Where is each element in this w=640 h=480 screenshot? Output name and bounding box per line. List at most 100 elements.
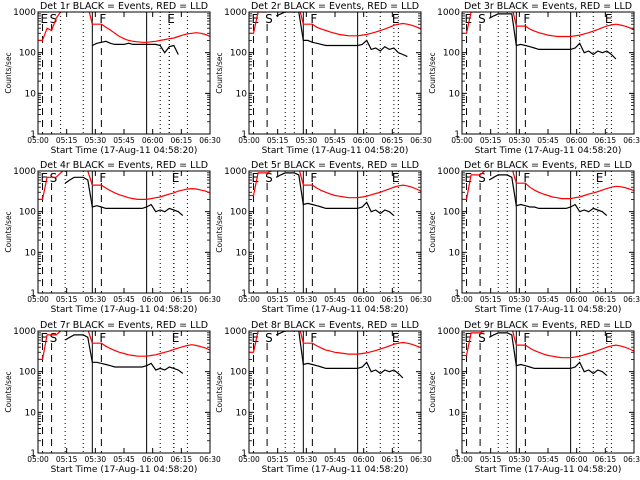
y-axis-label: Counts/sec [4, 211, 13, 252]
plot-frame [461, 330, 635, 454]
x-tick-label: 06:15 [595, 455, 617, 464]
panel-4: Det 4r BLACK = Events, RED = LLD Counts/s… [4, 160, 221, 315]
x-tick-label: 05:30 [509, 455, 531, 464]
y-tick-label: 10 [449, 248, 461, 258]
x-axis-label: Start Time (17-Aug-11 04:58:20) [51, 305, 198, 315]
x-tick-label: 06:15 [595, 295, 617, 304]
lld-series-line [249, 331, 421, 355]
x-tick-label: 05:00 [238, 136, 260, 145]
x-tick-label: 06:15 [171, 136, 193, 145]
y-axis-label: Counts/sec [215, 371, 224, 412]
plot-frame [461, 170, 635, 294]
y-tick-label: 1000 [437, 8, 460, 18]
x-tick-label: 05:00 [27, 295, 49, 304]
x-axis-label: Start Time (17-Aug-11 04:58:20) [262, 146, 409, 156]
interval-marker-label: E [465, 331, 473, 345]
y-tick-label: 1 [241, 449, 247, 459]
y-tick-label: 1 [454, 449, 460, 459]
x-tick-label: 06:00 [566, 136, 588, 145]
x-tick-label: 05:15 [480, 136, 502, 145]
y-tick-label: 1 [241, 289, 247, 299]
x-tick-label: 06:00 [353, 455, 375, 464]
plot-frame [248, 170, 422, 294]
interval-marker-label: S [478, 331, 486, 345]
panel-title: Det 7r BLACK = Events, RED = LLD [40, 320, 208, 331]
y-tick-label: 100 [443, 49, 460, 59]
plot-frame [37, 330, 211, 454]
y-axis-label: Counts/sec [215, 211, 224, 252]
events-series-line [64, 176, 184, 217]
x-tick-label: 06:15 [171, 295, 193, 304]
events-series-line [488, 332, 608, 377]
x-tick-label: 05:30 [85, 455, 107, 464]
x-tick-label: 06:00 [566, 455, 588, 464]
y-axis-label: Counts/sec [428, 211, 437, 252]
x-tick-label: 05:45 [324, 295, 346, 304]
x-tick-label: 05:15 [267, 295, 289, 304]
x-tick-label: 05:00 [451, 295, 473, 304]
x-tick-label: 05:00 [451, 455, 473, 464]
x-axis-label: Start Time (17-Aug-11 04:58:20) [475, 146, 622, 156]
x-tick-label: 06:30 [410, 136, 432, 145]
y-tick-label: 1000 [224, 167, 247, 177]
y-tick-label: 10 [25, 408, 37, 418]
x-axis-label: Start Time (17-Aug-11 04:58:20) [262, 465, 409, 475]
interval-marker-label: F [99, 12, 106, 26]
y-tick-label: 10 [25, 89, 37, 99]
x-tick-label: 06:00 [142, 295, 164, 304]
interval-marker-label: S [478, 171, 486, 185]
panel-8: Det 8r BLACK = Events, RED = LLD Counts/s… [215, 320, 432, 475]
panel-title: Det 4r BLACK = Events, RED = LLD [40, 160, 208, 171]
interval-marker-label: E [167, 12, 175, 26]
x-axis-label: Start Time (17-Aug-11 04:58:20) [475, 305, 622, 315]
lld-series-line [249, 171, 421, 199]
y-axis-label: Counts/sec [428, 371, 437, 412]
lld-series-line [462, 171, 634, 200]
y-tick-label: 1000 [437, 167, 460, 177]
y-tick-label: 1 [454, 130, 460, 140]
events-series-line [92, 40, 179, 55]
x-tick-label: 05:30 [85, 136, 107, 145]
x-tick-label: 06:30 [623, 136, 640, 145]
x-tick-label: 05:00 [238, 455, 260, 464]
interval-marker-label: E [252, 12, 260, 26]
y-tick-label: 1000 [13, 8, 36, 18]
interval-marker-label: F [310, 12, 317, 26]
x-tick-label: 06:15 [382, 136, 404, 145]
x-tick-label: 05:30 [509, 295, 531, 304]
x-tick-label: 05:00 [451, 136, 473, 145]
events-series-line [275, 172, 395, 217]
x-tick-label: 06:30 [410, 455, 432, 464]
interval-marker-label: F [523, 171, 530, 185]
x-tick-label: 05:15 [480, 455, 502, 464]
y-tick-label: 100 [19, 49, 36, 59]
x-tick-label: 05:15 [56, 295, 78, 304]
x-tick-label: 06:15 [382, 455, 404, 464]
interval-marker-label: F [523, 331, 530, 345]
x-tick-label: 05:15 [267, 136, 289, 145]
x-tick-label: 05:15 [56, 455, 78, 464]
plot-frame [461, 11, 635, 135]
plot-frame [37, 170, 211, 294]
lld-series-line [38, 331, 210, 360]
x-tick-label: 06:30 [199, 136, 221, 145]
x-tick-label: 05:45 [537, 295, 559, 304]
x-tick-label: 05:30 [85, 295, 107, 304]
interval-marker-label: E [392, 12, 400, 26]
lld-series-line [38, 171, 210, 200]
plot-frame [248, 330, 422, 454]
events-series-line [488, 174, 608, 217]
lld-series-line [38, 12, 210, 43]
panel-title: Det 8r BLACK = Events, RED = LLD [251, 320, 419, 331]
interval-marker-label: S [265, 171, 273, 185]
interval-marker-label: S [50, 171, 58, 185]
panel-7: Det 7r BLACK = Events, RED = LLD Counts/s… [4, 320, 221, 475]
x-tick-label: 05:15 [267, 455, 289, 464]
x-tick-label: 06:15 [382, 295, 404, 304]
x-tick-label: 05:30 [296, 136, 318, 145]
events-series-line [275, 331, 404, 379]
y-tick-label: 1 [30, 130, 36, 140]
lld-series-line [462, 331, 634, 359]
x-axis-label: Start Time (17-Aug-11 04:58:20) [262, 305, 409, 315]
panel-title: Det 1r BLACK = Events, RED = LLD [40, 1, 208, 12]
